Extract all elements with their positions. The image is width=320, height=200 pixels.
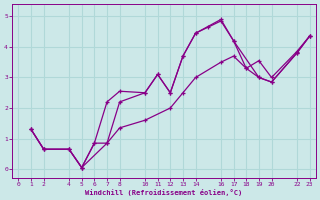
- X-axis label: Windchill (Refroidissement éolien,°C): Windchill (Refroidissement éolien,°C): [85, 189, 243, 196]
